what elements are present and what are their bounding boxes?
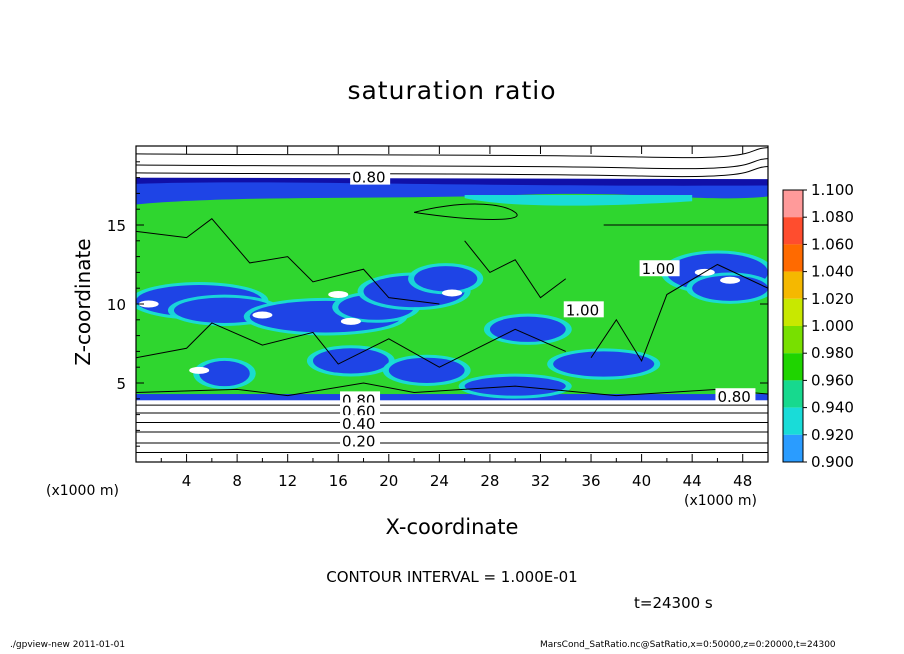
x-tick-label: 48 [733,472,752,490]
cloud-top-dark-band [136,177,768,186]
contour-interval-note: CONTOUR INTERVAL = 1.000E-01 [326,568,578,586]
colorbar-segment [783,380,803,408]
subsaturated-pocket [340,317,361,325]
subsaturated-pocket [328,291,349,299]
colorbar-label: 1.020 [811,290,854,308]
colorbar-segment [783,217,803,245]
contour-label: 1.00 [642,260,675,278]
blue-streak [199,360,250,387]
x-tick-label: 28 [480,472,499,490]
colorbar-label: 0.900 [811,453,854,471]
colorbar: 1.100 1.080 1.060 1.040 1.020 1.000 0.980 0.960… [782,181,854,471]
contour-line [136,158,768,170]
colorbar-segment [783,190,803,218]
y-tick-label: 5 [116,375,126,393]
contour-label-bg [563,301,604,318]
contour-line [136,147,768,159]
colorbar-segment [783,298,803,326]
subsaturated-pocket [189,366,210,374]
contour-line [590,224,768,363]
colorbar-label: 0.940 [811,399,854,417]
contour-label: 0.80 [717,388,750,406]
y-tick-label: 10 [107,296,126,314]
subsaturated-pocket [720,276,741,284]
z-axis-unit: (x1000 m) [46,483,119,499]
contour-label: 1.00 [566,301,599,319]
blue-streak [414,266,478,292]
subsaturated-pocket [252,311,273,319]
colorbar-label: 0.920 [811,426,854,444]
upper-dry-region [136,146,768,178]
colorbar-label: 1.100 [811,181,854,199]
contour-label-bg [340,432,381,449]
time-label: t=24300 s [634,594,713,612]
blue-streak [553,351,655,377]
subsaturated-pocket [138,300,159,308]
lower-dry-region [136,400,768,462]
x-tick-label: 40 [632,472,651,490]
blue-streak [692,275,768,301]
cloud-top-cyan [464,194,693,206]
contour-label: 0.40 [342,415,375,433]
x-tick-label: 44 [683,472,702,490]
colorbar-label: 0.960 [811,371,854,389]
x-tick-label: 24 [430,472,449,490]
colorbar-label: 1.040 [811,263,854,281]
contour-line [464,240,567,299]
y-tick-label: 15 [107,217,126,235]
chart-title: saturation ratio [347,76,557,105]
subsaturated-pocket [442,289,462,297]
x-axis-unit: (x1000 m) [684,493,757,509]
contour-label-bg [715,388,756,405]
colorbar-segment [783,353,803,381]
contour-label-bg [340,402,381,419]
footer-right-text: MarsCond_SatRatio.nc@SatRatio,x=0:50000,… [540,640,836,650]
colorbar-label: 1.000 [811,317,854,335]
colorbar-label: 1.080 [811,208,854,226]
blue-streak [388,357,465,383]
x-tick-label: 8 [232,472,242,490]
x-tick-label: 16 [329,472,348,490]
x-tick-label: 20 [379,472,398,490]
colorbar-segment [783,434,803,462]
colorbar-segment [783,326,803,354]
plot-field: 0.800.800.600.400.200.801.001.00 [136,146,768,462]
contour-line [413,203,518,220]
cloud-base-band [136,394,768,401]
contour-line [136,322,566,368]
contour-line [136,217,440,305]
x-tick-label: 32 [531,472,550,490]
x-tick-label: 12 [278,472,297,490]
contour-label: 0.20 [342,432,375,450]
contour-label-bg [639,260,680,277]
blue-streak [489,316,566,342]
colorbar-segment [783,244,803,272]
blue-streak [312,348,389,374]
colorbar-segment [783,407,803,435]
footer-left-text: ./gpview-new 2011-01-01 [10,640,126,650]
x-tick-label: 36 [581,472,600,490]
x-tick-label: 4 [182,472,192,490]
contour-line [136,166,768,178]
x-axis-label: X-coordinate [385,515,519,539]
contour-label-bg [340,415,381,432]
contour-label: 0.80 [352,169,385,187]
colorbar-label: 0.980 [811,344,854,362]
colorbar-segment [783,271,803,299]
contour-line [136,382,768,397]
cloud-top-band [136,180,768,205]
colorbar-label: 1.060 [811,235,854,253]
contour-label-bg [350,168,391,185]
